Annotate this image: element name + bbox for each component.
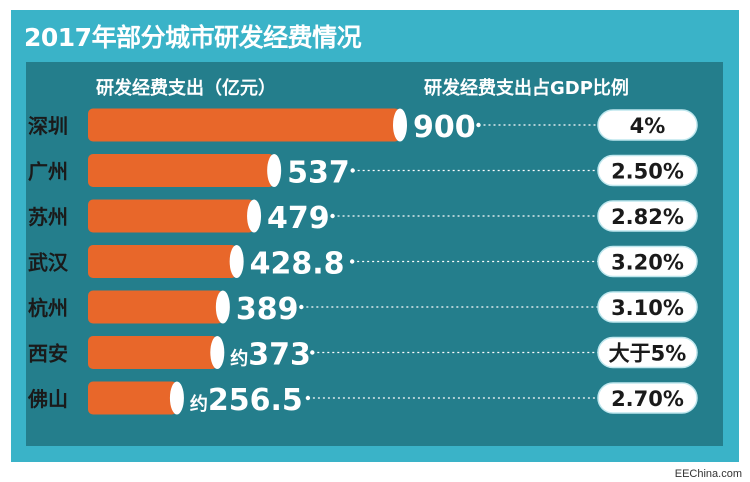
value-label: 900 [413,110,476,145]
category-label: 西安 [28,342,68,366]
bar [88,381,177,415]
bar-end-cap [210,336,225,369]
value-label: 537 [287,156,350,191]
ratio-label: 3.10% [611,296,684,320]
category-label: 武汉 [28,251,69,275]
ratio-pill [597,382,698,414]
category-label: 苏州 [28,205,68,229]
right-header: 研发经费支出占GDP比例 [424,77,629,99]
ratio-label: 2.70% [611,387,684,411]
left-header: 研发经费支出（亿元） [96,77,276,99]
bar-end-cap [169,381,184,415]
bar-end-cap [215,290,230,324]
ratio-pill [597,109,698,141]
value-label: 389 [236,292,299,327]
leader-dot [305,395,311,401]
value-label: 约256.5 [190,383,303,418]
chart-title: 2017年部分城市研发经费情况 [24,23,362,52]
bar-end-cap [393,108,407,142]
leader-dot [350,168,355,173]
ratio-pill [597,336,698,369]
category-label: 杭州 [28,296,68,320]
ratio-label: 2.82% [611,205,684,229]
bar [88,108,400,142]
value-label: 479 [267,201,330,236]
ratio-pill [597,245,698,278]
category-label: 佛山 [27,387,68,411]
bar [88,199,255,233]
bar [88,245,237,278]
leader-dot [310,350,315,355]
bar [88,336,218,369]
ratio-label: 4% [630,114,666,138]
value-label: 428.8 [250,247,345,282]
bar [88,154,275,187]
value-label: 约373 [230,338,311,373]
ratio-label: 大于5% [609,342,687,366]
bar [88,290,223,324]
ratio-pill [597,154,698,187]
leader-dot [476,122,481,128]
ratio-label: 2.50% [611,160,684,184]
category-label: 深圳 [28,114,68,138]
ratio-label: 3.20% [611,251,684,275]
bar-end-cap [229,245,244,278]
category-label: 广州 [28,160,68,184]
ratio-pill [597,200,698,232]
bar-end-cap [267,154,282,187]
leader-dot [330,213,335,219]
ratio-pill [597,291,698,323]
bar-end-cap [247,199,262,233]
leader-dot [349,259,355,264]
leader-dot [299,304,304,310]
source-watermark: EEChina.com [674,468,742,480]
